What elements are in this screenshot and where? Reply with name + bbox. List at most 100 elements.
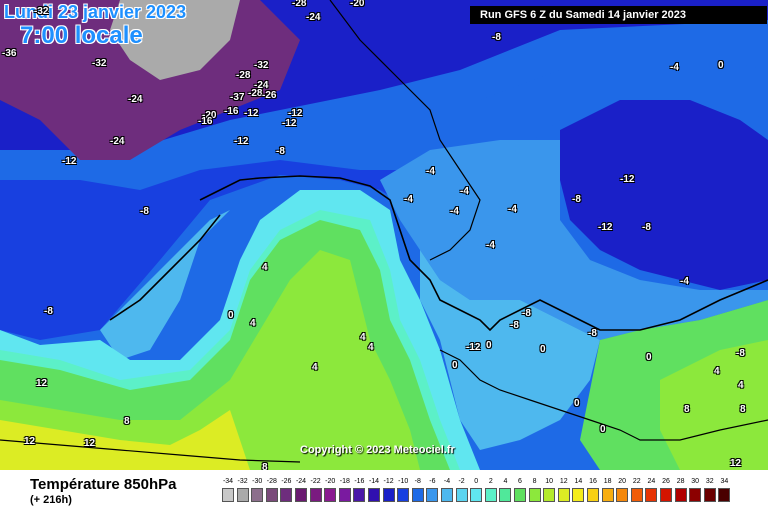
legend-swatch xyxy=(601,488,614,502)
legend-value: 28 xyxy=(676,478,685,485)
legend-swatch xyxy=(455,488,468,502)
legend-swatch xyxy=(528,488,541,502)
forecast-time: 7:00 locale xyxy=(20,22,143,49)
legend-swatch xyxy=(309,488,322,502)
legend-swatch xyxy=(441,488,453,502)
isotherm-label: -4 xyxy=(460,186,469,197)
legend-swatch xyxy=(616,488,629,502)
isotherm-label: -12 xyxy=(598,222,613,233)
isotherm-label: 4 xyxy=(312,362,318,373)
temperature-map-graphic xyxy=(0,0,768,470)
isotherm-label: -4 xyxy=(680,276,689,287)
legend-value: 34 xyxy=(720,478,729,485)
legend-swatch xyxy=(222,488,234,502)
isotherm-label: -12 xyxy=(234,136,249,147)
forecast-date: Lundi 23 janvier 2023 xyxy=(4,2,187,22)
isotherm-label: -32 xyxy=(254,60,269,71)
zone-temp-minus-8 xyxy=(480,60,768,150)
isotherm-label: 0 xyxy=(718,60,724,71)
coastline xyxy=(329,0,481,261)
legend-value: -30 xyxy=(252,478,263,485)
legend-value: -24 xyxy=(295,478,307,485)
isotherm-label: -16 xyxy=(224,106,239,117)
isotherm-label: -24 xyxy=(128,94,143,105)
isotherm-label: -12 xyxy=(620,174,635,185)
zone-temp-minus-10 xyxy=(0,160,420,340)
legend-value: -34 xyxy=(222,478,234,485)
coastline xyxy=(0,439,301,463)
isotherm-label: 4 xyxy=(250,318,256,329)
legend-swatch xyxy=(265,488,278,502)
legend-swatch xyxy=(718,488,731,502)
forecast-hour-label: (+ 216h) xyxy=(30,494,72,506)
zone-temp-minus-4 xyxy=(100,210,230,360)
legend-swatch xyxy=(397,488,410,502)
isotherm-label: -8 xyxy=(572,194,581,205)
legend-value: 18 xyxy=(603,478,612,485)
legend-swatch xyxy=(689,488,702,502)
legend-swatch xyxy=(295,488,307,502)
legend-swatch xyxy=(280,488,293,502)
temperature-map: Lundi 23 janvier 2023 7:00 locale Run GF… xyxy=(0,0,768,470)
copyright-notice: Copyright © 2023 Meteociel.fr xyxy=(300,444,455,456)
legend-swatch xyxy=(324,488,337,502)
zone-temp-minus-4 xyxy=(420,250,600,450)
legend-value: -32 xyxy=(237,478,248,485)
legend-value: 10 xyxy=(545,478,554,485)
legend-value: -12 xyxy=(383,478,394,485)
isotherm-label: 4 xyxy=(738,380,744,391)
legend-value: 2 xyxy=(488,478,493,485)
isotherm-label: -4 xyxy=(404,194,413,205)
legend-swatch xyxy=(484,488,497,502)
legend-value: 16 xyxy=(589,478,597,485)
zone-temp-minus-6 xyxy=(380,140,768,340)
isotherm-label: -32 xyxy=(34,6,49,17)
zone-temp-plus-8 xyxy=(0,250,420,470)
zone-temp-minus-12 xyxy=(560,100,768,290)
legend-swatch xyxy=(499,488,512,502)
isotherm-label: -20 xyxy=(202,110,217,121)
isotherm-label: -12 xyxy=(282,118,297,129)
legend-swatch xyxy=(630,488,643,502)
isotherm-label: -4 xyxy=(426,166,435,177)
legend-swatch xyxy=(645,488,658,502)
legend-swatch xyxy=(674,488,687,502)
legend-value: 24 xyxy=(647,478,656,485)
isotherm-label: -8 xyxy=(642,222,651,233)
isotherm-label: 8 xyxy=(684,404,690,415)
isotherm-label: -8 xyxy=(510,320,519,331)
legend-value: 32 xyxy=(705,478,714,485)
legend-value: 8 xyxy=(532,478,537,485)
legend-swatch xyxy=(703,488,716,502)
isotherm-label: -8 xyxy=(588,328,597,339)
legend-value: -2 xyxy=(458,478,465,485)
legend-swatch xyxy=(587,488,599,502)
isotherm-label: -4 xyxy=(508,204,517,215)
legend-swatch xyxy=(338,488,351,502)
legend-value: 0 xyxy=(474,478,479,485)
legend-value: -4 xyxy=(443,478,451,485)
isotherm-label: -12 xyxy=(244,108,259,119)
isotherm-label: -24 xyxy=(306,12,321,23)
isotherm-label: 12 xyxy=(24,436,36,447)
isotherm-label: 8 xyxy=(740,404,746,415)
legend-swatch xyxy=(368,488,380,502)
isotherm-label: 8 xyxy=(124,416,130,427)
model-run-label: Run GFS 6 Z du Samedi 14 janvier 2023 xyxy=(470,6,767,24)
isotherm-label: -16 xyxy=(198,116,213,127)
isotherm-label: -20 xyxy=(350,0,365,9)
isotherm-label: -37 xyxy=(230,92,245,103)
legend-swatch xyxy=(557,488,570,502)
isotherm-label: 0 xyxy=(574,398,580,409)
isotherm-label: 0 xyxy=(452,360,458,371)
isotherm-label: 4 xyxy=(262,262,268,273)
legend-value: 12 xyxy=(559,478,568,485)
legend-value: -14 xyxy=(368,478,380,485)
legend-swatch xyxy=(236,488,249,502)
isotherm-label: -12 xyxy=(466,342,481,353)
isotherm-label: 4 xyxy=(368,342,374,353)
legend-value: 14 xyxy=(574,478,583,485)
isotherm-label: -8 xyxy=(736,348,745,359)
legend-swatch xyxy=(514,488,526,502)
legend-value: -8 xyxy=(414,478,421,485)
